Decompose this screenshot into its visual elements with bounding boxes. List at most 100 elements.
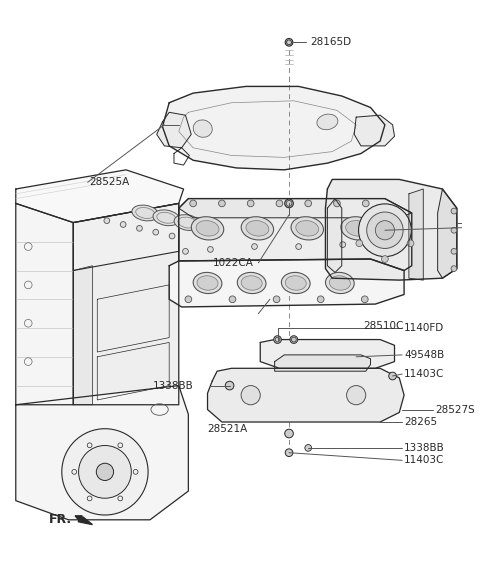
Ellipse shape — [246, 220, 269, 236]
Ellipse shape — [389, 372, 396, 380]
Ellipse shape — [153, 229, 158, 235]
Ellipse shape — [296, 220, 319, 236]
Ellipse shape — [281, 272, 310, 294]
Text: 1338BB: 1338BB — [153, 381, 193, 390]
Ellipse shape — [276, 200, 283, 207]
Ellipse shape — [79, 445, 132, 498]
Ellipse shape — [195, 219, 222, 235]
Ellipse shape — [247, 200, 254, 207]
Ellipse shape — [62, 429, 148, 515]
Text: FR.: FR. — [49, 514, 72, 527]
Ellipse shape — [340, 242, 346, 247]
Ellipse shape — [241, 217, 274, 240]
Ellipse shape — [229, 296, 236, 303]
Text: 11403C: 11403C — [404, 455, 444, 466]
Ellipse shape — [285, 429, 293, 438]
Ellipse shape — [193, 272, 222, 294]
Ellipse shape — [362, 200, 369, 207]
Text: 1338BB: 1338BB — [404, 443, 445, 453]
Polygon shape — [325, 180, 457, 280]
Ellipse shape — [451, 266, 457, 271]
Ellipse shape — [290, 336, 298, 344]
Text: 1022CA: 1022CA — [212, 258, 253, 268]
Ellipse shape — [104, 218, 110, 224]
Ellipse shape — [285, 276, 306, 290]
Ellipse shape — [273, 296, 280, 303]
Ellipse shape — [132, 205, 158, 221]
Ellipse shape — [137, 225, 143, 231]
Ellipse shape — [225, 381, 234, 390]
Ellipse shape — [382, 255, 388, 262]
Ellipse shape — [356, 240, 363, 247]
Text: 28510C: 28510C — [363, 321, 403, 331]
Ellipse shape — [207, 246, 213, 253]
Polygon shape — [16, 170, 183, 223]
Polygon shape — [97, 285, 169, 352]
Polygon shape — [16, 385, 188, 520]
Ellipse shape — [285, 199, 293, 208]
Ellipse shape — [241, 385, 260, 405]
Ellipse shape — [367, 212, 403, 249]
Ellipse shape — [237, 272, 266, 294]
Ellipse shape — [341, 217, 373, 240]
Ellipse shape — [329, 276, 350, 290]
Polygon shape — [73, 203, 179, 405]
Ellipse shape — [241, 276, 262, 290]
Ellipse shape — [169, 233, 175, 239]
Polygon shape — [169, 259, 404, 307]
Polygon shape — [438, 189, 457, 278]
Text: 11403C: 11403C — [404, 369, 444, 379]
Ellipse shape — [274, 336, 281, 344]
Ellipse shape — [317, 296, 324, 303]
Text: 28525A: 28525A — [90, 177, 130, 188]
Ellipse shape — [174, 215, 201, 231]
Ellipse shape — [346, 220, 369, 236]
Ellipse shape — [359, 204, 411, 257]
Polygon shape — [409, 189, 423, 280]
Ellipse shape — [192, 217, 224, 240]
Text: 28521A: 28521A — [207, 424, 248, 434]
Polygon shape — [162, 86, 385, 170]
Polygon shape — [260, 340, 395, 368]
Ellipse shape — [451, 227, 457, 233]
Polygon shape — [275, 355, 371, 371]
Ellipse shape — [451, 208, 457, 214]
Text: 28165D: 28165D — [310, 37, 351, 47]
Ellipse shape — [185, 296, 192, 303]
Ellipse shape — [451, 249, 457, 254]
Ellipse shape — [252, 244, 257, 249]
Ellipse shape — [190, 200, 196, 207]
Ellipse shape — [193, 120, 212, 137]
Polygon shape — [73, 203, 179, 271]
Polygon shape — [156, 112, 191, 148]
Polygon shape — [207, 368, 404, 422]
Polygon shape — [354, 115, 395, 146]
Ellipse shape — [120, 221, 126, 227]
Ellipse shape — [291, 217, 324, 240]
Ellipse shape — [196, 220, 219, 236]
Polygon shape — [327, 199, 342, 272]
Ellipse shape — [305, 200, 312, 207]
Ellipse shape — [407, 240, 414, 247]
Ellipse shape — [361, 296, 368, 303]
Polygon shape — [179, 199, 412, 271]
Polygon shape — [16, 203, 73, 405]
Ellipse shape — [325, 272, 354, 294]
Ellipse shape — [375, 221, 395, 240]
Ellipse shape — [218, 200, 225, 207]
Ellipse shape — [305, 445, 312, 451]
Ellipse shape — [296, 244, 301, 249]
Ellipse shape — [182, 249, 188, 254]
Polygon shape — [73, 266, 93, 405]
Ellipse shape — [96, 463, 114, 480]
Text: 28265: 28265 — [404, 417, 437, 427]
Ellipse shape — [285, 38, 293, 46]
Ellipse shape — [285, 449, 293, 457]
Ellipse shape — [317, 114, 338, 130]
Text: 49548B: 49548B — [404, 350, 444, 360]
Ellipse shape — [347, 385, 366, 405]
Ellipse shape — [334, 200, 340, 207]
Text: 1140FD: 1140FD — [404, 323, 444, 333]
Polygon shape — [179, 199, 412, 218]
Ellipse shape — [197, 276, 218, 290]
